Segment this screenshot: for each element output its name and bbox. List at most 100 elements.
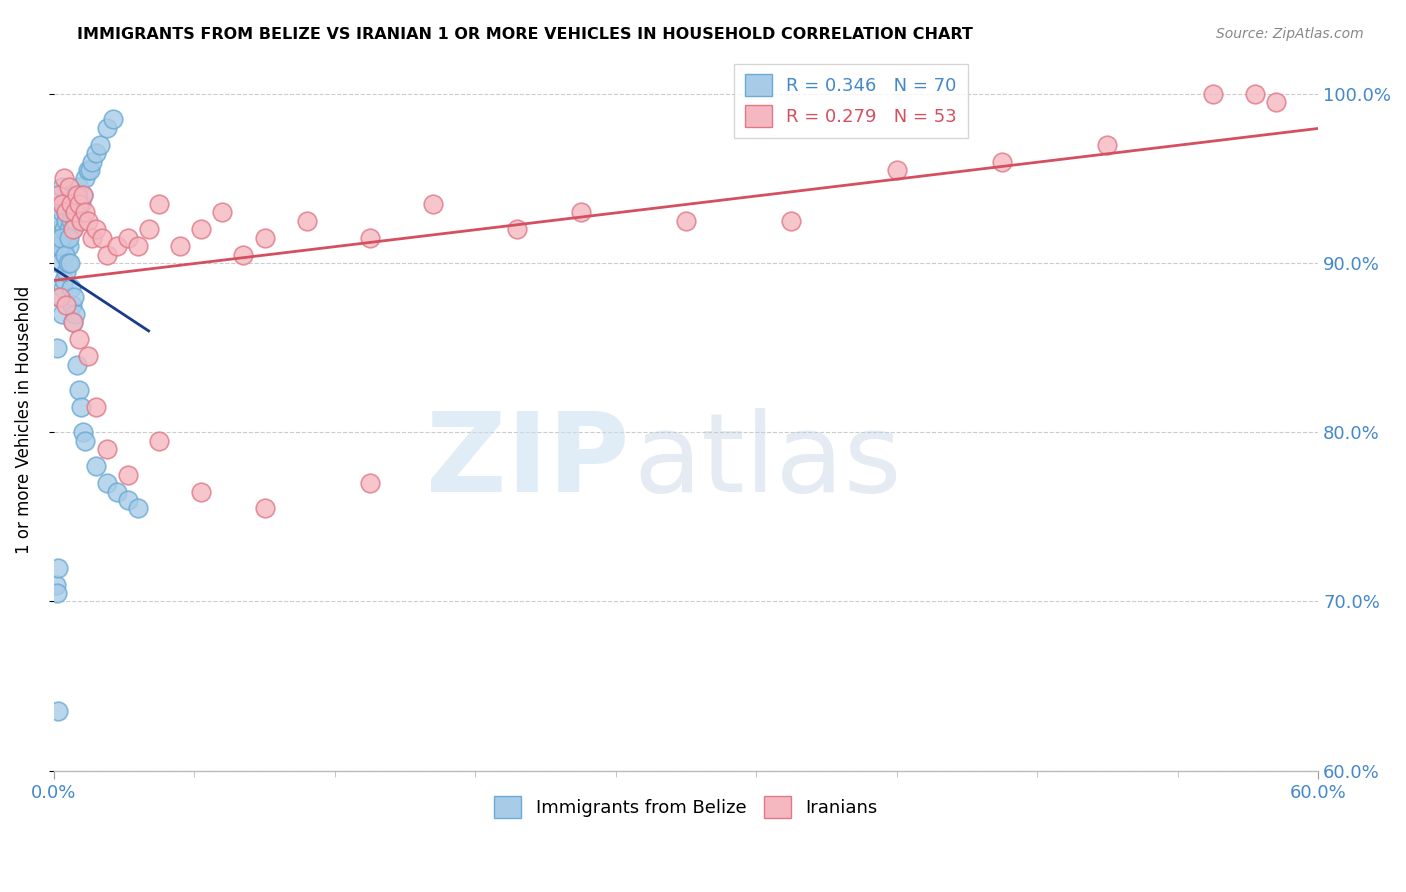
Point bbox=[117, 467, 139, 482]
Point bbox=[96, 442, 118, 457]
Point bbox=[67, 197, 90, 211]
Point bbox=[53, 171, 76, 186]
Point bbox=[66, 188, 89, 202]
Point bbox=[46, 188, 69, 202]
Point bbox=[55, 231, 77, 245]
Point bbox=[52, 281, 75, 295]
Point bbox=[62, 315, 84, 329]
Point bbox=[63, 205, 86, 219]
Point bbox=[359, 231, 381, 245]
Point bbox=[101, 112, 124, 127]
Text: atlas: atlas bbox=[633, 409, 901, 516]
Point bbox=[1202, 87, 1225, 101]
Point bbox=[62, 222, 84, 236]
Legend: Immigrants from Belize, Iranians: Immigrants from Belize, Iranians bbox=[486, 789, 886, 825]
Point bbox=[46, 341, 69, 355]
Point bbox=[72, 188, 94, 202]
Point bbox=[1097, 137, 1119, 152]
Point bbox=[138, 222, 160, 236]
Point bbox=[169, 239, 191, 253]
Point bbox=[59, 281, 82, 295]
Point bbox=[51, 180, 73, 194]
Point bbox=[96, 247, 118, 261]
Point bbox=[56, 256, 79, 270]
Point bbox=[1265, 95, 1288, 110]
Point bbox=[253, 501, 276, 516]
Point bbox=[46, 586, 69, 600]
Point bbox=[569, 205, 592, 219]
Point bbox=[63, 197, 86, 211]
Point bbox=[91, 231, 114, 245]
Point bbox=[80, 154, 103, 169]
Text: Source: ZipAtlas.com: Source: ZipAtlas.com bbox=[1216, 27, 1364, 41]
Point bbox=[105, 484, 128, 499]
Point bbox=[48, 256, 70, 270]
Point bbox=[53, 222, 76, 236]
Point bbox=[51, 231, 73, 245]
Point bbox=[60, 298, 83, 312]
Point bbox=[75, 434, 97, 448]
Point bbox=[70, 197, 93, 211]
Point bbox=[148, 197, 170, 211]
Point bbox=[58, 239, 80, 253]
Point bbox=[780, 214, 803, 228]
Point bbox=[66, 205, 89, 219]
Point bbox=[675, 214, 697, 228]
Point bbox=[46, 705, 69, 719]
Point bbox=[76, 214, 98, 228]
Point bbox=[84, 146, 107, 161]
Point bbox=[84, 222, 107, 236]
Point bbox=[67, 332, 90, 346]
Point bbox=[886, 163, 908, 178]
Text: IMMIGRANTS FROM BELIZE VS IRANIAN 1 OR MORE VEHICLES IN HOUSEHOLD CORRELATION CH: IMMIGRANTS FROM BELIZE VS IRANIAN 1 OR M… bbox=[77, 27, 973, 42]
Point bbox=[295, 214, 318, 228]
Point bbox=[72, 425, 94, 440]
Point bbox=[211, 205, 233, 219]
Point bbox=[58, 180, 80, 194]
Point bbox=[232, 247, 254, 261]
Point bbox=[55, 298, 77, 312]
Point bbox=[45, 577, 67, 591]
Point bbox=[53, 197, 76, 211]
Point bbox=[46, 560, 69, 574]
Point bbox=[63, 307, 86, 321]
Point bbox=[127, 501, 149, 516]
Point bbox=[72, 188, 94, 202]
Point bbox=[70, 400, 93, 414]
Point bbox=[1244, 87, 1267, 101]
Point bbox=[59, 256, 82, 270]
Point bbox=[76, 163, 98, 178]
Point bbox=[49, 290, 72, 304]
Point bbox=[55, 264, 77, 278]
Point bbox=[96, 120, 118, 135]
Point bbox=[62, 222, 84, 236]
Point bbox=[84, 459, 107, 474]
Point bbox=[127, 239, 149, 253]
Text: ZIP: ZIP bbox=[426, 409, 628, 516]
Point bbox=[53, 247, 76, 261]
Point bbox=[49, 188, 72, 202]
Point bbox=[51, 197, 73, 211]
Point bbox=[75, 171, 97, 186]
Point bbox=[49, 222, 72, 236]
Point bbox=[55, 205, 77, 219]
Point bbox=[117, 231, 139, 245]
Point bbox=[66, 188, 89, 202]
Point bbox=[359, 476, 381, 491]
Point bbox=[55, 214, 77, 228]
Point bbox=[190, 484, 212, 499]
Point bbox=[105, 239, 128, 253]
Point bbox=[76, 349, 98, 363]
Point bbox=[63, 290, 86, 304]
Point bbox=[58, 222, 80, 236]
Point bbox=[422, 197, 444, 211]
Point bbox=[75, 205, 97, 219]
Point bbox=[51, 214, 73, 228]
Point bbox=[67, 383, 90, 397]
Point bbox=[49, 197, 72, 211]
Point bbox=[991, 154, 1014, 169]
Point bbox=[62, 315, 84, 329]
Point bbox=[48, 231, 70, 245]
Point bbox=[190, 222, 212, 236]
Point bbox=[53, 239, 76, 253]
